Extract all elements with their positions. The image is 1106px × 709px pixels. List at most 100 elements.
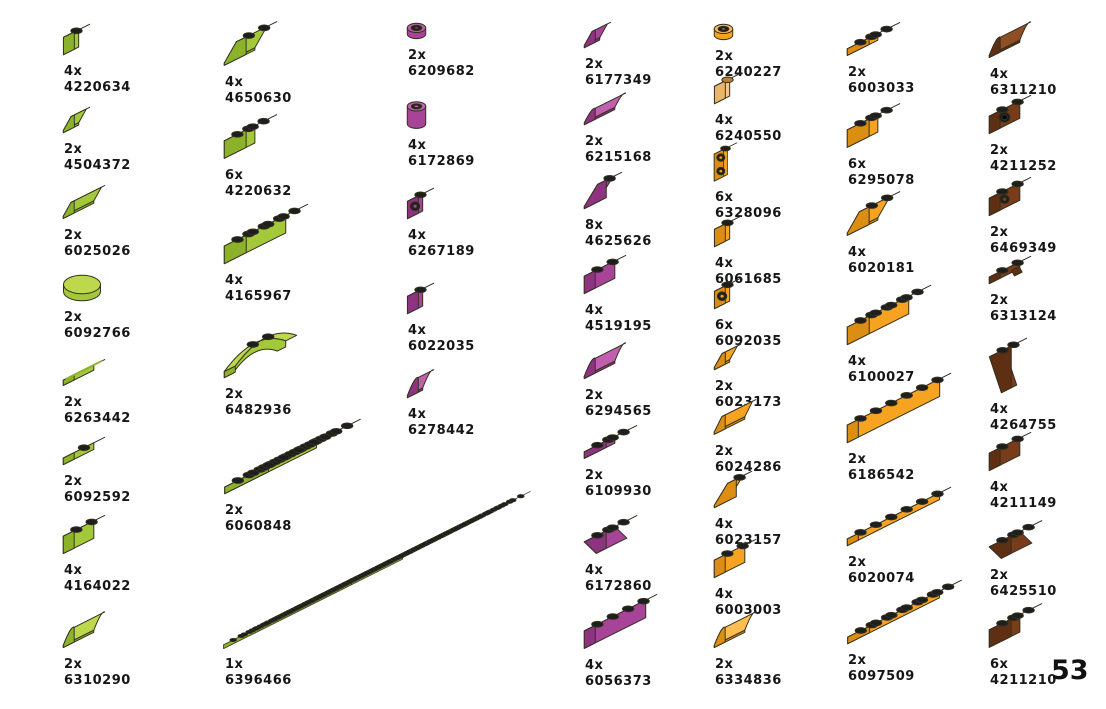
brick-icon (221, 201, 311, 267)
part-item: 6x 4220632 (223, 114, 292, 199)
part-number: 6209682 (408, 63, 475, 79)
part-number: 6172869 (408, 153, 475, 169)
brick-icon (844, 100, 903, 151)
part-number: 6092592 (64, 489, 131, 505)
arch-brick-icon (221, 321, 300, 381)
brick-icon (986, 600, 1045, 651)
part-quantity: 2x (715, 49, 734, 64)
part-quantity: 4x (408, 407, 427, 422)
part-number: 6172860 (585, 578, 652, 594)
part-number: 6022035 (408, 338, 475, 354)
slope-brick-icon (581, 19, 614, 51)
brick-icon (60, 512, 108, 557)
part-quantity: 6x (715, 318, 734, 333)
part-item: 2x 6003033 (846, 22, 915, 96)
part-number: 6024286 (715, 459, 782, 475)
slope-brick-icon (844, 188, 903, 239)
part-number: 6215168 (585, 149, 652, 165)
part-item: 2x 4504372 (62, 106, 131, 173)
part-number: 6311210 (990, 82, 1057, 98)
part-quantity: 6x (715, 190, 734, 205)
part-item: 2x 6215168 (583, 92, 652, 165)
part-item: 8x 4625626 (583, 171, 652, 249)
part-item: 4x 6022035 (406, 282, 475, 354)
part-number: 6003003 (715, 602, 782, 618)
brick-icon (221, 111, 280, 162)
part-quantity: 2x (848, 555, 867, 570)
part-item: 2x 6092592 (62, 436, 131, 505)
part-quantity: 4x (408, 138, 427, 153)
part-quantity: 2x (225, 387, 244, 402)
curved-slope-icon (711, 607, 759, 651)
plate-icon (844, 19, 903, 59)
slope-brick-icon (711, 396, 759, 438)
inverted-slope-icon (581, 512, 640, 557)
part-item: 4x 6240550 (713, 72, 782, 144)
part-item: 4x 6020181 (846, 191, 915, 276)
part-number: 4650630 (225, 90, 292, 106)
brick-icon (60, 21, 93, 58)
baseplate-icon (221, 489, 533, 651)
part-item: 4x 4264755 (988, 337, 1057, 433)
part-number: 6313124 (990, 308, 1057, 324)
round-brick-icon (404, 98, 429, 132)
part-number: 6177349 (585, 72, 652, 88)
slope-brick-icon (711, 341, 744, 373)
part-item: 2x 6294565 (583, 342, 652, 419)
brick-icon (581, 591, 660, 652)
part-item: 4x 6172869 (406, 101, 475, 169)
part-number: 4220632 (225, 183, 292, 199)
side-stud-brick-icon (404, 185, 437, 222)
part-item: 2x 4211252 (988, 94, 1057, 174)
part-quantity: 2x (990, 143, 1009, 158)
part-number: 4165967 (225, 288, 292, 304)
part-quantity: 2x (990, 568, 1009, 583)
part-quantity: 4x (990, 480, 1009, 495)
plate-icon (221, 416, 364, 497)
side-stud-brick-icon (986, 174, 1034, 219)
trans-brick-icon (711, 70, 744, 107)
brick-icon (844, 282, 934, 348)
part-item: 4x 4220634 (62, 23, 131, 95)
part-item: 2x 6025026 (62, 185, 131, 259)
part-number: 6295078 (848, 172, 915, 188)
part-item: 6x 4211210 (988, 603, 1057, 688)
plate-icon (844, 484, 954, 549)
part-item: 2x 6060848 (224, 418, 361, 534)
part-quantity: 1x (225, 657, 244, 672)
slope-brick-icon (221, 18, 280, 69)
part-quantity: 4x (585, 303, 604, 318)
part-item: 4x 6267189 (406, 187, 475, 259)
part-number: 4504372 (64, 157, 131, 173)
round-plate-icon (711, 21, 736, 43)
part-quantity: 4x (715, 587, 734, 602)
part-quantity: 2x (585, 468, 604, 483)
part-number: 4211149 (990, 495, 1057, 511)
part-item: 2x 6313124 (988, 255, 1057, 324)
part-quantity: 4x (225, 75, 244, 90)
part-number: 6100027 (848, 369, 915, 385)
part-number: 6263442 (64, 410, 131, 426)
part-number: 6267189 (408, 243, 475, 259)
part-item: 4x 6100027 (846, 284, 932, 385)
part-quantity: 6x (848, 157, 867, 172)
part-item: 4x 6023157 (713, 470, 782, 548)
part-number: 6278442 (408, 422, 475, 438)
part-quantity: 2x (408, 48, 427, 63)
part-number: 6294565 (585, 403, 652, 419)
part-item: 2x 6024286 (713, 399, 782, 475)
part-quantity: 6x (990, 657, 1009, 672)
part-number: 6092035 (715, 333, 782, 349)
part-item: 2x 6092766 (63, 274, 131, 341)
part-quantity: 2x (848, 653, 867, 668)
brick-icon (844, 370, 954, 446)
brick-icon (581, 252, 629, 297)
slope-brick-icon (711, 468, 755, 511)
part-number: 6020181 (848, 260, 915, 276)
inverted-slope-icon (986, 335, 1030, 396)
page-number: 53 (1051, 655, 1089, 686)
part-number: 6482936 (225, 402, 292, 418)
part-quantity: 2x (715, 379, 734, 394)
part-quantity: 4x (848, 354, 867, 369)
